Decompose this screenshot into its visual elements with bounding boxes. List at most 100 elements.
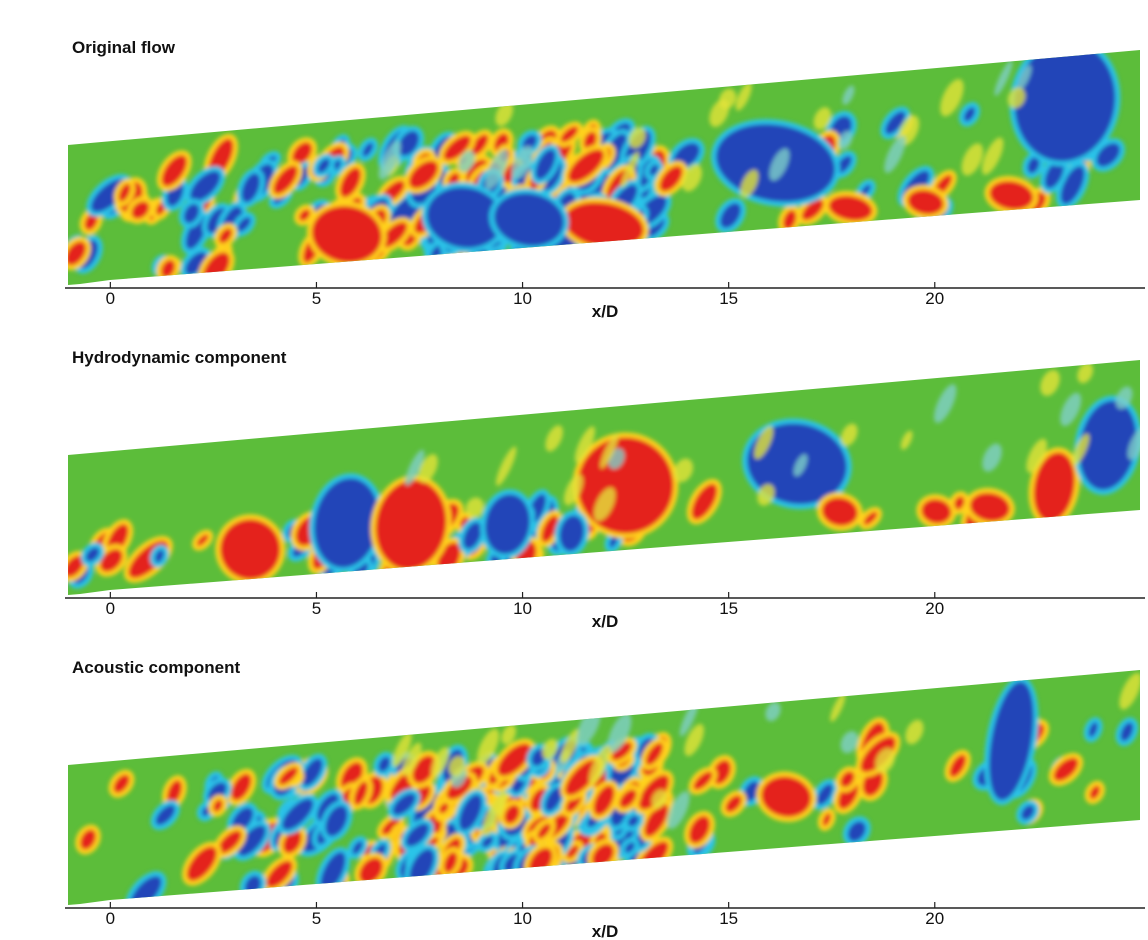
contour-core	[219, 228, 233, 244]
contour-light	[981, 137, 1004, 175]
contour-core	[1027, 156, 1040, 174]
contour-core	[761, 776, 812, 817]
contour-light	[765, 702, 781, 722]
contour-core	[80, 829, 96, 850]
contour-core	[68, 555, 84, 577]
contour-light	[402, 742, 422, 777]
contour-core	[693, 771, 713, 790]
contour-core	[1044, 160, 1064, 189]
contour-core	[113, 774, 130, 793]
contour-core	[821, 497, 858, 526]
contour-light	[875, 747, 895, 773]
contour-light	[620, 151, 640, 188]
contour-light	[545, 425, 563, 452]
contour-light	[651, 789, 667, 809]
contour-core	[161, 155, 187, 187]
contour-light	[1026, 438, 1048, 473]
contour-core	[504, 804, 520, 824]
contour-core	[989, 181, 1034, 210]
contour-core	[185, 216, 207, 250]
contour-core	[317, 794, 339, 822]
contour-core	[568, 149, 604, 183]
x-tick-label: 20	[925, 289, 944, 308]
contour-core	[381, 818, 400, 835]
contour-core	[545, 787, 563, 812]
contour-core	[949, 754, 967, 778]
contour-light	[740, 169, 759, 198]
contour-core	[885, 111, 906, 135]
contour-core	[537, 823, 551, 839]
x-tick-label: 20	[925, 909, 944, 928]
contour-core	[593, 785, 615, 816]
contour-core	[185, 251, 207, 275]
contour-core	[963, 107, 976, 122]
contour-core	[1088, 722, 1098, 738]
flow-field	[75, 672, 1140, 905]
contour-light	[1115, 386, 1133, 410]
contour-core	[989, 681, 1034, 801]
contour-light	[757, 484, 775, 506]
contour-light	[793, 454, 808, 477]
contour-core	[583, 131, 597, 150]
contour-core	[155, 549, 164, 563]
contour-core	[196, 534, 209, 546]
x-axis-label: x/D	[592, 922, 618, 940]
contour-core	[954, 496, 965, 510]
contour-core	[299, 209, 311, 221]
contour-light	[769, 148, 790, 181]
contour-light	[560, 728, 580, 763]
x-tick-label: 5	[312, 599, 321, 618]
contour-light	[392, 732, 412, 768]
contour-core	[564, 202, 644, 248]
contour-core	[1079, 400, 1137, 490]
contour-core	[156, 202, 166, 215]
contour-light	[511, 145, 534, 180]
contour-core	[292, 142, 313, 165]
x-tick-label: 10	[513, 289, 532, 308]
panel: Acoustic component 0 5 10 15 20 x/D	[65, 658, 1145, 940]
contour-light	[574, 426, 596, 463]
contour-light	[940, 78, 964, 117]
x-axis-label: x/D	[592, 302, 618, 321]
contour-light	[1119, 672, 1140, 710]
contour-core	[446, 776, 473, 800]
contour-core	[190, 171, 221, 202]
contour-light	[709, 99, 730, 127]
x-tick-label: 0	[106, 289, 115, 308]
contour-core	[273, 165, 298, 195]
contour-core	[847, 821, 866, 842]
contour-core	[863, 511, 878, 525]
contour-core	[85, 547, 100, 562]
contour-core	[443, 852, 458, 873]
contour-light	[735, 82, 752, 111]
contour-light	[994, 60, 1013, 96]
contour-light	[458, 150, 475, 173]
contour-core	[1014, 50, 1116, 162]
contour-core	[463, 522, 482, 549]
contour-core	[485, 494, 530, 554]
contour-light	[1040, 369, 1060, 396]
contour-light	[667, 791, 690, 830]
contour-light	[900, 430, 913, 450]
contour-core	[611, 742, 632, 761]
contour-light	[448, 756, 466, 777]
contour-core	[497, 743, 531, 776]
x-tick-label: 15	[719, 289, 738, 308]
contour-light	[493, 791, 508, 813]
contour-core	[155, 805, 176, 826]
flow-field	[68, 362, 1140, 589]
contour-light	[1060, 392, 1082, 427]
contour-core	[283, 829, 302, 854]
contour-light	[564, 474, 584, 506]
x-tick-label: 10	[513, 599, 532, 618]
contour-core	[220, 519, 281, 580]
panel: Hydrodynamic component 0 5 10 15 20 x/D	[65, 348, 1145, 631]
contour-light	[418, 454, 438, 483]
contour-light	[600, 433, 619, 469]
contour-core	[362, 142, 374, 157]
contour-light	[1077, 362, 1094, 384]
contour-core	[801, 199, 824, 221]
contour-light	[842, 85, 855, 105]
contour-core	[535, 149, 556, 180]
x-tick-label: 20	[925, 599, 944, 618]
